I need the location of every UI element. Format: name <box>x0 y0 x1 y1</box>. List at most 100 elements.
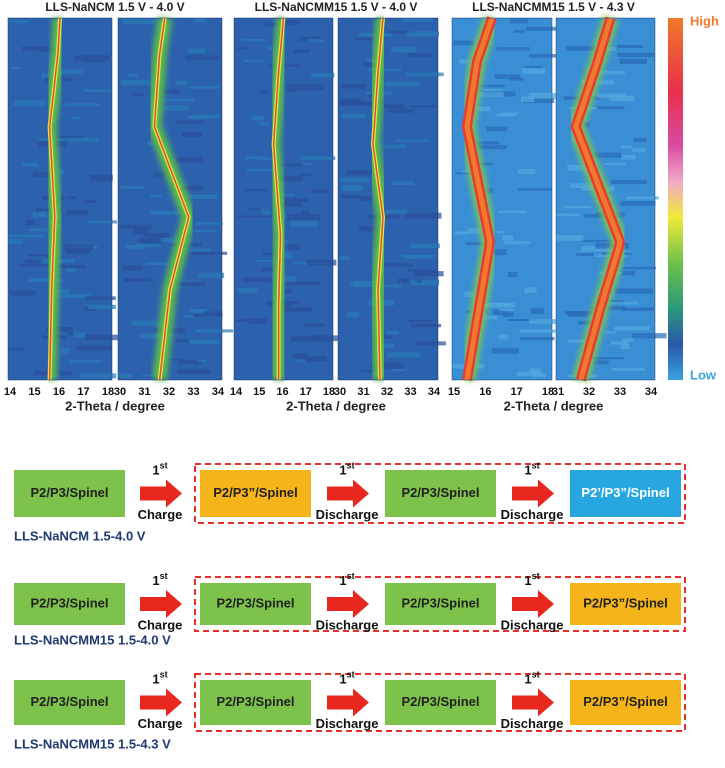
step-ordinal: 1 <box>339 463 346 478</box>
heatmap-noise <box>525 26 560 31</box>
heatmap-noise <box>413 271 444 277</box>
heatmap-noise <box>293 49 310 54</box>
heatmap-noise <box>32 171 50 178</box>
phase-label: P2/P3”/Spinel <box>213 485 298 500</box>
heatmap-noise <box>248 207 260 210</box>
heatmap-noise <box>185 229 217 233</box>
heatmap-noise <box>566 45 604 51</box>
heatmap-noise <box>50 264 87 269</box>
panel-title: LLS-NaNCMM15 1.5 V - 4.0 V <box>255 0 418 14</box>
heatmap-noise <box>282 20 300 26</box>
heatmap-noise <box>28 228 48 232</box>
heatmap-noise <box>454 231 470 235</box>
phase-label: P2/P3/Spinel <box>216 595 294 610</box>
heatmap-frame <box>117 17 223 381</box>
dashed-group <box>194 673 686 732</box>
heatmap-noise <box>8 347 25 351</box>
heatmap-noise <box>396 139 430 142</box>
heatmap-noise <box>453 40 473 46</box>
heatmap-noise <box>290 301 299 304</box>
heatmap-noise <box>41 72 53 79</box>
heatmap-noise <box>632 333 667 339</box>
step-name: Charge <box>138 617 183 632</box>
heatmap-noise <box>79 373 117 379</box>
phase-label: P2/P3/Spinel <box>401 595 479 610</box>
heatmap-noise <box>615 288 654 294</box>
step-superscript: st <box>160 571 168 581</box>
heatmap-noise <box>459 59 469 64</box>
arrow <box>327 479 369 508</box>
heatmap-noise <box>340 100 365 106</box>
phase-label: P2/P3/Spinel <box>216 694 294 709</box>
heatmap-frame <box>337 17 439 381</box>
heatmap-noise <box>360 369 375 373</box>
heatmap-noise <box>340 255 351 260</box>
heatmap-noise <box>272 176 304 182</box>
heatmap-noise <box>160 237 190 243</box>
step-superscript: st <box>532 461 540 471</box>
heatmap-noise <box>385 81 420 87</box>
heatmap-noise <box>136 243 162 248</box>
phase-label: P2’/P3”/Spinel <box>581 485 669 500</box>
heatmap-noise <box>406 319 434 323</box>
heatmap-noise <box>342 114 366 119</box>
heatmap-noise <box>622 338 634 342</box>
heatmap-noise <box>604 163 626 166</box>
flow-label: LLS-NaNCMM15 1.5-4.0 V <box>14 632 171 647</box>
step-number: 1st <box>524 670 539 687</box>
heatmap-noise <box>50 289 70 295</box>
heatmap-noise <box>76 345 112 351</box>
heatmap-noise <box>246 168 276 172</box>
heatmap-noise <box>150 195 162 198</box>
heatmap-noise <box>238 287 258 293</box>
x-tick-label: 34 <box>212 386 225 398</box>
step-superscript: st <box>160 670 168 680</box>
heatmap-noise <box>475 141 500 145</box>
heatmap-noise <box>54 294 91 299</box>
heatmap-noise <box>139 237 164 244</box>
x-tick-label: 18 <box>102 386 114 398</box>
x-tick-label: 33 <box>187 386 199 398</box>
heatmap-noise <box>65 248 91 255</box>
x-tick-label: 30 <box>334 386 346 398</box>
heatmap-noise <box>131 92 143 97</box>
heatmap-noise <box>581 246 619 252</box>
arrow <box>140 479 182 508</box>
heatmap-noise <box>390 46 416 53</box>
heatmap-noise <box>310 335 344 342</box>
step-superscript: st <box>160 461 168 471</box>
diffraction-peak <box>48 17 61 381</box>
heatmap-noise <box>290 221 318 227</box>
x-tick-label: 33 <box>614 386 626 398</box>
x-tick-label: 15 <box>28 386 40 398</box>
heatmap-noise <box>593 360 609 365</box>
heatmap-noise <box>196 359 207 363</box>
phase-label: P2/P3/Spinel <box>30 485 108 500</box>
step-ordinal: 1 <box>339 672 346 687</box>
heatmap-noise <box>570 183 606 188</box>
heatmap-noise <box>194 18 207 23</box>
heatmap-noise <box>496 230 505 234</box>
x-tick-label: 14 <box>4 386 17 398</box>
heatmap-noise <box>523 97 555 104</box>
heatmap-noise <box>620 270 635 276</box>
heatmap-noise <box>621 154 636 160</box>
x-tick-label: 31 <box>552 386 564 398</box>
colorbar-low: Low <box>690 367 717 382</box>
heatmap-noise <box>282 276 296 282</box>
x-tick-label: 31 <box>138 386 150 398</box>
x-tick-label: 14 <box>230 386 243 398</box>
heatmap-noise <box>386 330 399 335</box>
step-superscript: st <box>347 670 355 680</box>
arrow <box>327 590 369 618</box>
step-number: 1st <box>152 670 167 687</box>
heatmap-noise <box>491 348 519 354</box>
heatmap-noise <box>8 20 29 23</box>
heatmap-noise <box>175 339 189 343</box>
heatmap-noise <box>402 18 433 22</box>
heatmap-noise <box>120 79 152 85</box>
heatmap-noise <box>65 103 100 107</box>
flow-label: LLS-NaNCMM15 1.5-4.3 V <box>14 736 171 751</box>
heatmap-noise <box>74 55 110 61</box>
